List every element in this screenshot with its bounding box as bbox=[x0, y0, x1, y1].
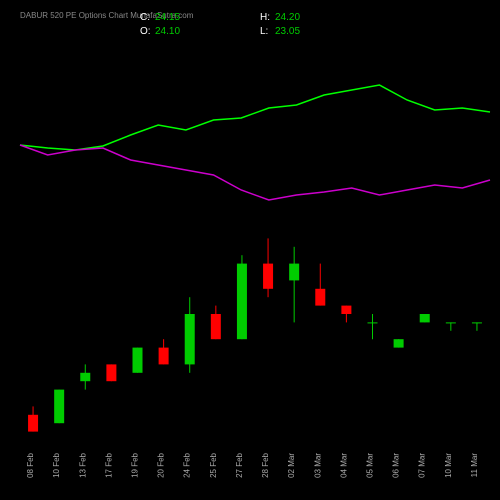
x-axis-label: 10 Mar bbox=[444, 453, 453, 478]
candle-body bbox=[80, 373, 90, 381]
l-value: 23.05 bbox=[275, 26, 300, 37]
candle-body bbox=[106, 364, 116, 381]
x-axis-label: 17 Feb bbox=[104, 452, 113, 477]
l-label: L: bbox=[260, 26, 268, 37]
candle-body bbox=[54, 390, 64, 424]
x-axis-label: 28 Feb bbox=[261, 452, 270, 477]
x-axis-label: 13 Feb bbox=[78, 452, 87, 477]
chart-container: DABUR 520 PE Options Chart MunafaSutra.c… bbox=[0, 0, 500, 500]
x-axis-label: 08 Feb bbox=[26, 452, 35, 477]
candlestick-series bbox=[28, 238, 482, 431]
candle-body bbox=[211, 314, 221, 339]
candle-body bbox=[133, 348, 143, 373]
x-axis-label: 03 Mar bbox=[313, 453, 322, 478]
candle-body bbox=[185, 314, 195, 364]
candle-body bbox=[341, 306, 351, 314]
candle-body bbox=[237, 264, 247, 340]
x-axis-label: 19 Feb bbox=[131, 452, 140, 477]
indicator-line-magenta bbox=[20, 145, 490, 200]
candle-body bbox=[263, 264, 273, 289]
indicator-lines bbox=[20, 85, 490, 200]
x-axis-label: 02 Mar bbox=[287, 453, 296, 478]
o-value: 24.10 bbox=[155, 26, 180, 37]
candle-body bbox=[472, 322, 482, 323]
x-axis-label: 04 Mar bbox=[339, 453, 348, 478]
candle-body bbox=[446, 322, 456, 323]
candle-body bbox=[420, 314, 430, 322]
candle-body bbox=[315, 289, 325, 306]
x-axis-label: 20 Feb bbox=[157, 452, 166, 477]
x-axis-label: 25 Feb bbox=[209, 452, 218, 477]
h-label: H: bbox=[260, 12, 270, 23]
x-axis-label: 24 Feb bbox=[183, 452, 192, 477]
indicator-line-green bbox=[20, 85, 490, 150]
x-axis-label: 05 Mar bbox=[366, 453, 375, 478]
chart-svg: DABUR 520 PE Options Chart MunafaSutra.c… bbox=[0, 0, 500, 500]
o-label: O: bbox=[140, 26, 151, 37]
x-axis-label: 11 Mar bbox=[470, 453, 479, 478]
x-axis-labels: 08 Feb 10 Feb 13 Feb 17 Feb 19 Feb 20 Feb 24 F… bbox=[26, 452, 479, 477]
candle-body bbox=[159, 348, 169, 365]
candle-body bbox=[28, 415, 38, 432]
x-axis-label: 10 Feb bbox=[52, 452, 61, 477]
candle-body bbox=[368, 322, 378, 323]
candle-body bbox=[394, 339, 404, 347]
x-axis-label: 06 Mar bbox=[392, 453, 401, 478]
c-value: 24.15 bbox=[155, 12, 180, 23]
x-axis-label: 27 Feb bbox=[235, 452, 244, 477]
c-label: C: bbox=[140, 12, 150, 23]
x-axis-label: 07 Mar bbox=[418, 453, 427, 478]
h-value: 24.20 bbox=[275, 12, 300, 23]
candle-body bbox=[289, 264, 299, 281]
